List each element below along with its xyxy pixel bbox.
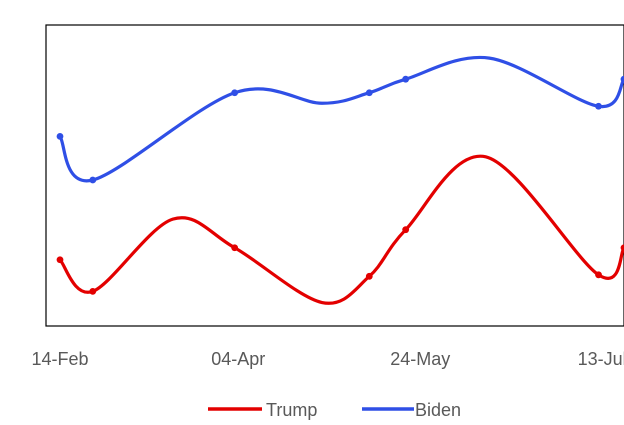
data-point-trump xyxy=(89,287,97,295)
data-point-biden xyxy=(620,75,624,83)
data-point-biden xyxy=(89,176,97,184)
legend-label-biden: Biden xyxy=(415,400,461,420)
data-point-trump xyxy=(620,244,624,252)
data-point-trump xyxy=(231,244,239,252)
series-line-trump xyxy=(58,154,624,305)
data-point-biden xyxy=(595,102,602,110)
x-tick-label: 14-Feb xyxy=(31,349,88,369)
data-point-trump xyxy=(402,226,410,234)
legend-label-trump: Trump xyxy=(266,400,317,420)
data-point-trump xyxy=(365,272,373,280)
data-point-biden xyxy=(402,75,410,83)
x-tick-label: 04-Apr xyxy=(211,349,265,369)
data-point-biden xyxy=(365,89,373,97)
plot-frame xyxy=(45,24,624,327)
data-point-biden xyxy=(231,89,239,97)
data-point-trump xyxy=(56,256,64,264)
data-point-biden xyxy=(56,132,64,140)
x-axis-tick-labels: 14-Feb 04-Apr 24-May 13-Jul xyxy=(31,349,624,369)
series-line-biden xyxy=(58,55,624,183)
x-tick-label: 24-May xyxy=(390,349,450,369)
legend: Trump Biden xyxy=(208,400,461,420)
x-tick-label: 13-Jul xyxy=(578,349,624,369)
data-point-trump xyxy=(595,271,602,279)
series-layer xyxy=(56,55,624,305)
